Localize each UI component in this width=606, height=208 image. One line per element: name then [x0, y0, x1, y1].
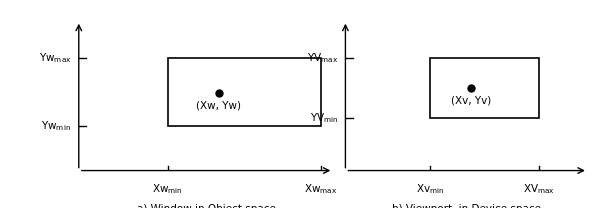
Text: YV$_\mathrm{min}$: YV$_\mathrm{min}$: [310, 111, 338, 125]
Text: Xw$_\mathrm{min}$: Xw$_\mathrm{min}$: [153, 183, 183, 196]
Text: (Xw, Yw): (Xw, Yw): [196, 100, 241, 110]
Text: b) Viewport  in Device space: b) Viewport in Device space: [392, 203, 541, 208]
Bar: [168, 58, 321, 126]
Text: (Xv, Yv): (Xv, Yv): [451, 96, 491, 106]
Text: Xw$_\mathrm{max}$: Xw$_\mathrm{max}$: [304, 183, 337, 196]
Text: XV$_\mathrm{max}$: XV$_\mathrm{max}$: [524, 183, 555, 196]
Text: Xv$_\mathrm{min}$: Xv$_\mathrm{min}$: [416, 183, 444, 196]
Text: Yw$_\mathrm{min}$: Yw$_\mathrm{min}$: [41, 119, 71, 132]
Text: Yw$_\mathrm{max}$: Yw$_\mathrm{max}$: [39, 51, 71, 65]
Bar: [430, 58, 539, 118]
Text: a) Window in Object space: a) Window in Object space: [136, 203, 276, 208]
Text: YV$_\mathrm{max}$: YV$_\mathrm{max}$: [307, 51, 338, 65]
